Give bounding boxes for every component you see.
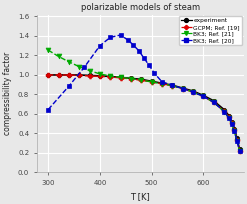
Title: polarizable models of steam: polarizable models of steam — [81, 3, 200, 12]
X-axis label: T [K]: T [K] — [130, 192, 150, 201]
Y-axis label: compressibility factor: compressibility factor — [3, 52, 12, 135]
Legend: experiment, GCPM; Ref. [19], BK3; Ref. [21], BK3; Ref. [20]: experiment, GCPM; Ref. [19], BK3; Ref. [… — [179, 16, 242, 45]
